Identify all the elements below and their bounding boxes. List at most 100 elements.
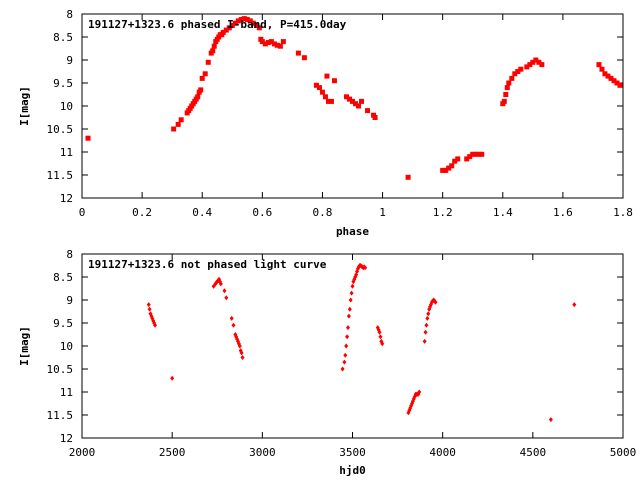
data-point	[509, 75, 515, 81]
data-point	[265, 40, 271, 46]
y-axis-label: I[mag]	[18, 326, 31, 366]
data-point	[515, 69, 521, 74]
data-point	[313, 82, 319, 88]
data-point	[605, 73, 611, 79]
data-point	[446, 165, 452, 171]
data-point	[85, 135, 91, 141]
y-tick-label: 8	[66, 248, 73, 261]
data-point	[345, 325, 350, 331]
data-point	[346, 96, 352, 102]
data-point	[518, 66, 524, 72]
data-point	[295, 50, 301, 56]
data-point	[524, 64, 530, 70]
data-point	[218, 281, 223, 287]
phased-light-curve-panel: 8 8.5 9 9.5 10 10.5 11 11.5 12 0 0.2 0.4 0.6 0.8 1 1.2…	[18, 8, 633, 238]
data-point	[220, 29, 226, 35]
y-tick-label: 8.5	[53, 271, 73, 284]
x-tick-label: 0.8	[313, 206, 333, 219]
data-point	[232, 20, 238, 26]
data-point	[378, 334, 383, 340]
data-point	[350, 98, 355, 104]
y-tick-label: 11	[60, 146, 73, 159]
data-point	[224, 295, 229, 301]
data-point	[271, 41, 277, 47]
data-point	[346, 313, 351, 319]
data-point	[377, 329, 382, 335]
x-axis-label: phase	[336, 225, 369, 238]
data-point	[259, 39, 265, 45]
data-point	[239, 350, 244, 356]
data-point	[146, 302, 151, 308]
x-tick-label: 5000	[610, 446, 637, 459]
data-point	[433, 299, 438, 305]
y-tick-label: 9	[66, 54, 73, 67]
data-point	[614, 80, 620, 86]
data-point	[324, 73, 330, 79]
data-point	[223, 27, 229, 33]
data-point	[424, 322, 429, 328]
data-point	[222, 288, 227, 294]
data-point	[473, 151, 479, 157]
data-point	[464, 156, 470, 162]
data-point	[359, 98, 365, 104]
data-point	[449, 163, 455, 169]
data-point	[423, 329, 428, 335]
data-point	[350, 283, 355, 289]
data-point	[347, 306, 352, 312]
data-point	[363, 265, 368, 271]
data-point	[530, 59, 536, 65]
data-point	[322, 94, 328, 100]
data-point	[229, 315, 234, 321]
y-tick-label: 8.5	[53, 31, 73, 44]
data-point	[426, 311, 431, 317]
data-point	[268, 39, 274, 45]
data-point	[210, 48, 216, 54]
data-point	[198, 87, 204, 93]
data-point	[539, 62, 545, 68]
data-point	[241, 16, 247, 22]
data-point	[512, 71, 518, 77]
data-point	[199, 75, 205, 81]
plot-title: 191127+1323.6 phased I-band, P=415.0day	[88, 18, 347, 31]
data-point	[331, 78, 337, 84]
y-tick-label: 11	[60, 386, 73, 399]
x-tick-label: 1.2	[433, 206, 453, 219]
data-point	[417, 389, 422, 395]
data-point	[343, 94, 349, 100]
data-point	[506, 80, 512, 86]
x-tick-label: 0	[79, 206, 86, 219]
data-point	[608, 75, 614, 81]
y-axis-ticks: 8 8.5 9 9.5 10 10.5 11 11.5 12	[47, 248, 623, 445]
y-tick-label: 10	[60, 100, 73, 113]
x-tick-label: 1.6	[553, 206, 573, 219]
y-axis-label: I[mag]	[18, 86, 31, 126]
y-axis-ticks: 8 8.5 9 9.5 10 10.5 11 11.5 12	[47, 8, 623, 205]
data-point	[470, 151, 476, 157]
x-axis-label: hjd0	[339, 464, 366, 477]
plot-title: 191127+1323.6 not phased light curve	[88, 258, 327, 271]
data-point	[319, 89, 325, 95]
data-point	[353, 101, 359, 107]
data-point	[476, 151, 482, 157]
x-tick-label: 3500	[339, 446, 366, 459]
data-point	[443, 167, 449, 173]
data-point	[596, 62, 602, 68]
x-tick-label: 2500	[159, 446, 186, 459]
data-point	[602, 71, 608, 77]
y-tick-label: 9.5	[53, 317, 73, 330]
data-point	[527, 62, 533, 68]
y-tick-label: 10.5	[47, 123, 74, 136]
data-point	[504, 85, 510, 91]
data-point	[572, 302, 577, 308]
y-tick-label: 12	[60, 192, 73, 205]
x-tick-label: 3000	[249, 446, 276, 459]
data-point	[467, 154, 473, 160]
data-point	[325, 98, 331, 104]
x-tick-label: 0.4	[192, 206, 212, 219]
data-point	[503, 92, 509, 97]
data-point	[365, 108, 371, 114]
data-point	[345, 334, 350, 340]
data-point	[226, 25, 232, 31]
data-point	[147, 306, 152, 312]
